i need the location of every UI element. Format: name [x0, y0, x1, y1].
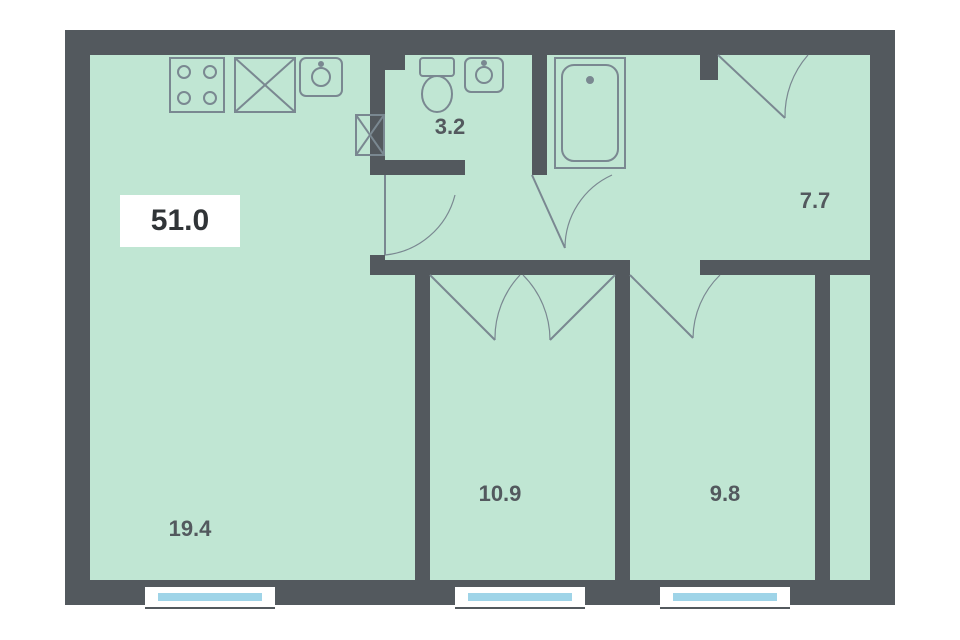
door-arc	[565, 175, 612, 248]
door-arc	[785, 55, 808, 118]
doors	[385, 55, 808, 340]
door-leaf	[532, 175, 565, 248]
door-leaf	[550, 275, 615, 340]
kitchen-sink-icon	[235, 58, 295, 112]
door-arc	[495, 275, 520, 340]
bathroom-basin-icon	[465, 58, 503, 92]
fixtures-layer	[0, 0, 960, 640]
door-arc	[693, 275, 720, 338]
bathtub-icon	[555, 58, 625, 168]
stove-icon	[170, 58, 224, 112]
door-arc	[385, 195, 455, 255]
door-leaf	[630, 275, 693, 338]
toilet-icon	[420, 58, 454, 112]
duct-icon	[356, 115, 384, 155]
door-leaf	[430, 275, 495, 340]
door-leaf	[718, 55, 785, 118]
door-arc	[523, 275, 550, 340]
kitchen-basin-icon	[300, 58, 342, 96]
